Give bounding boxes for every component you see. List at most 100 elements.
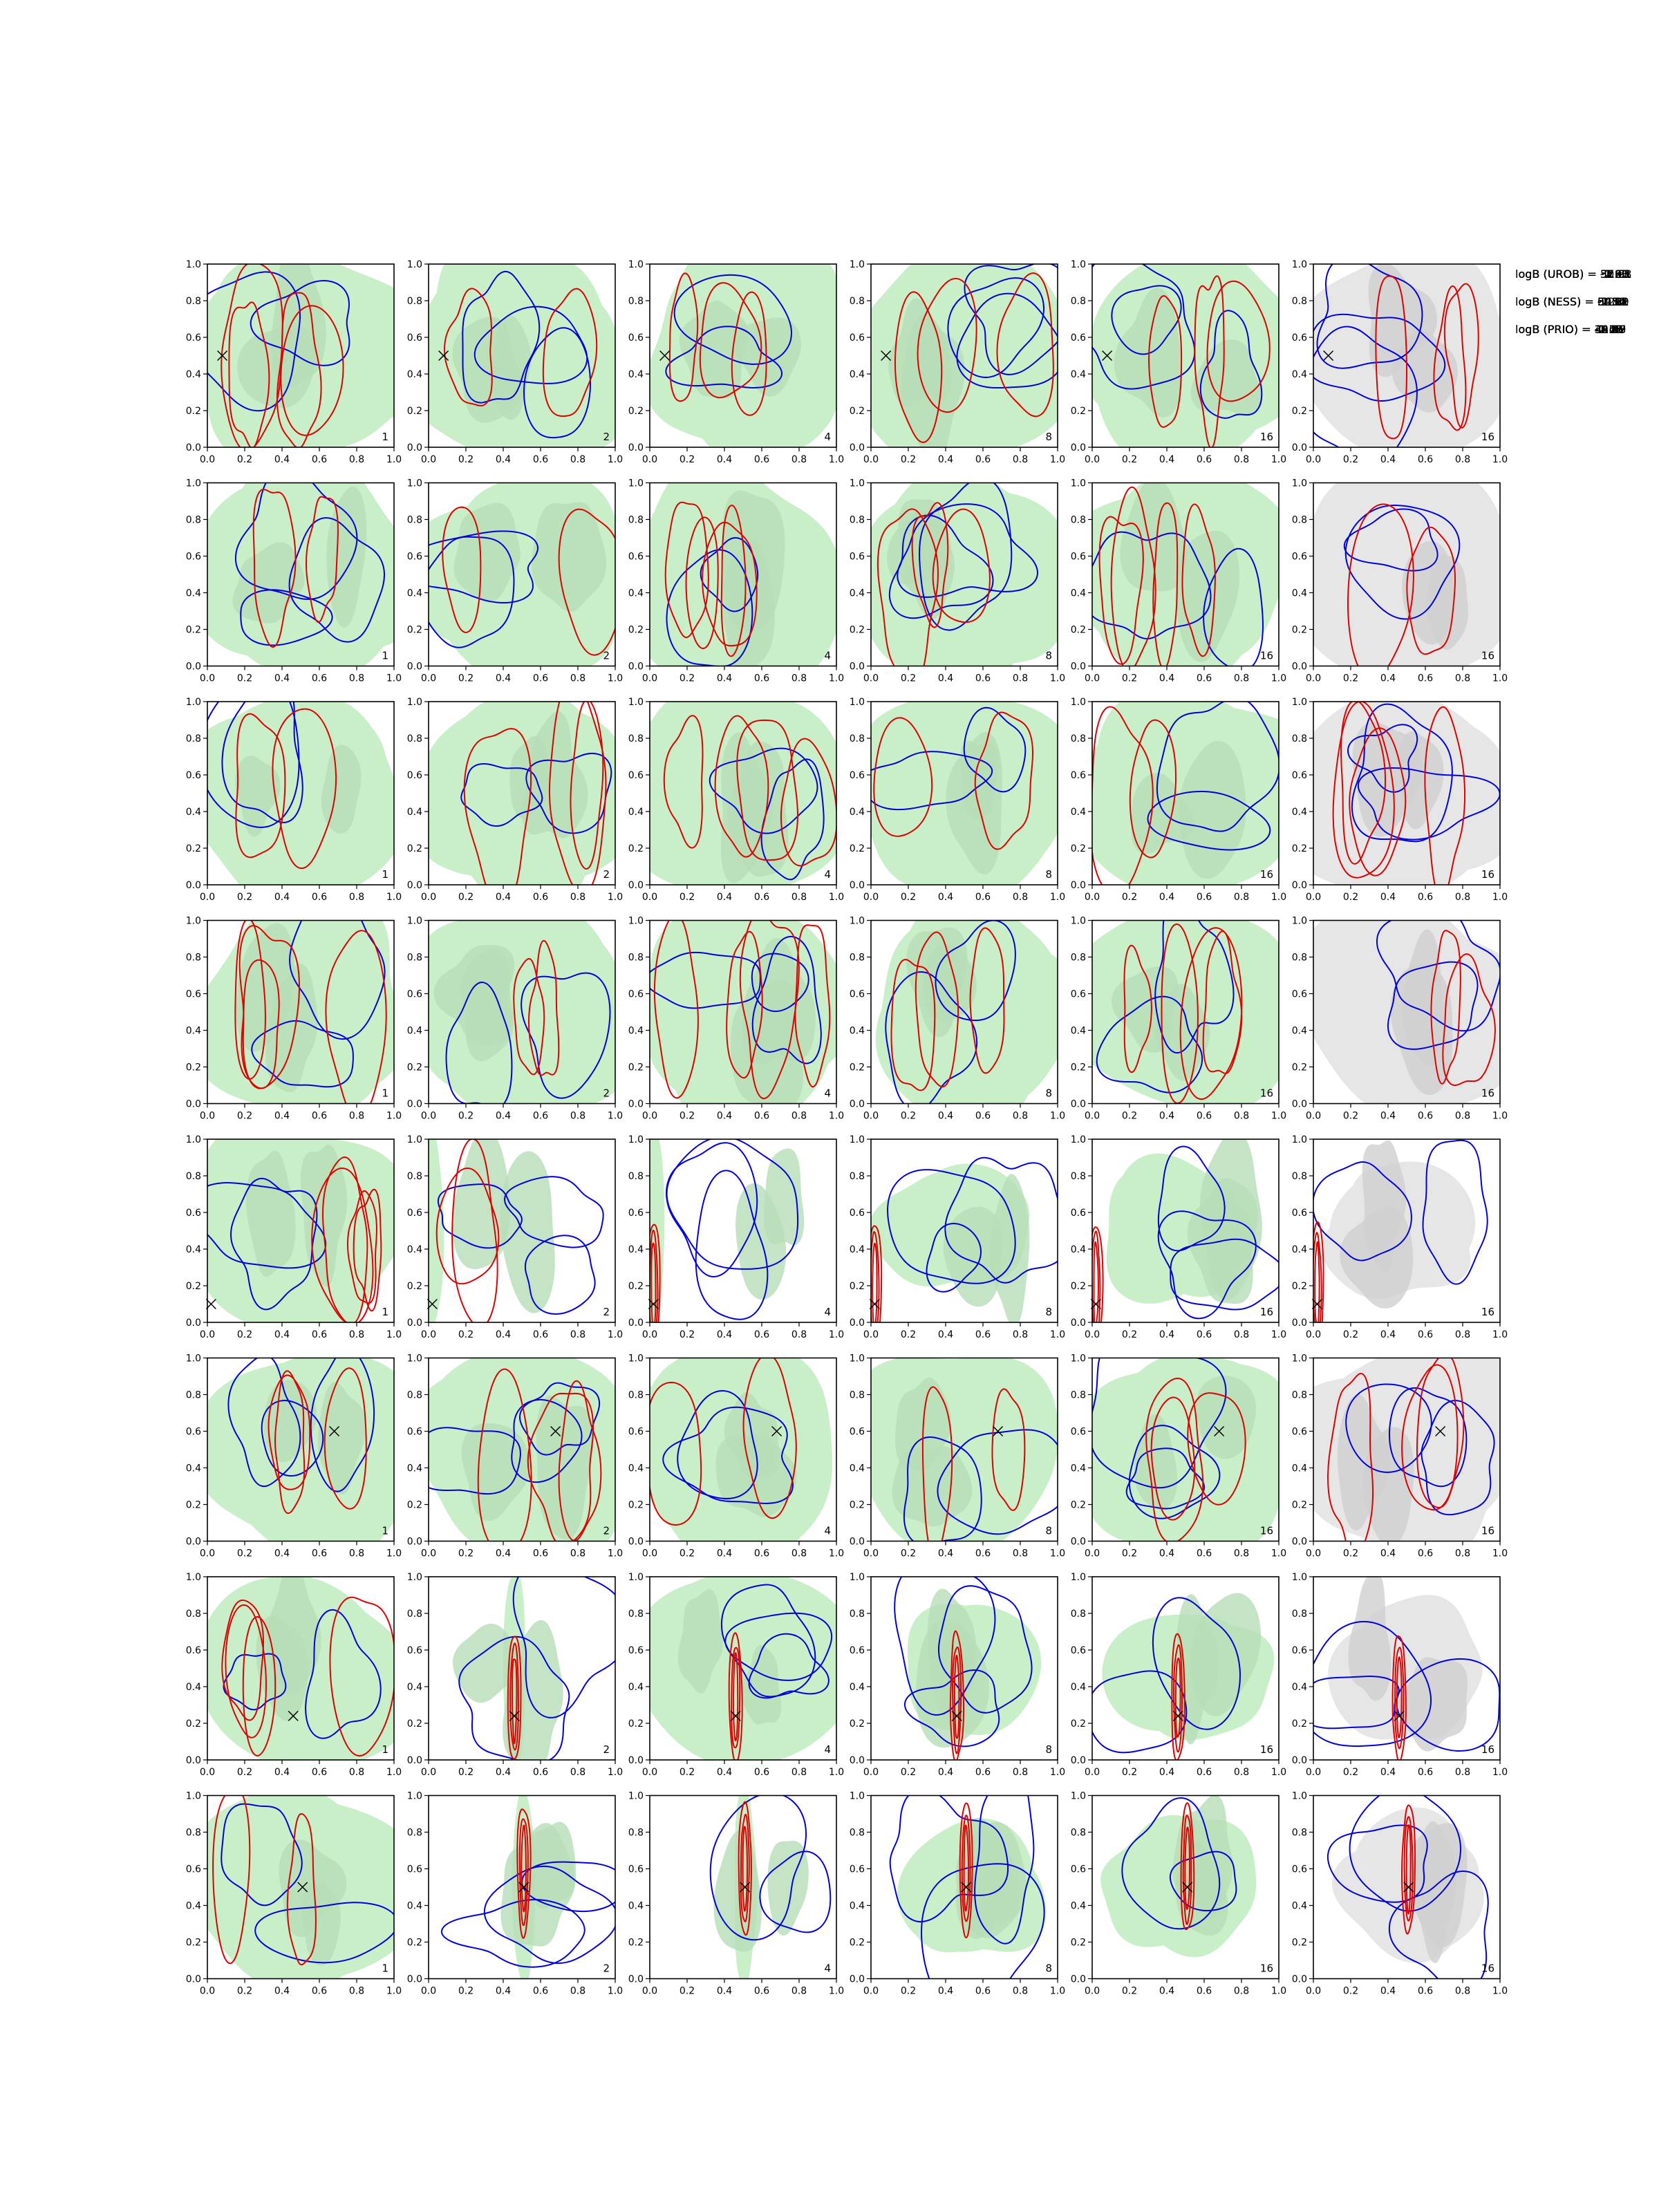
panel-frame: [870, 482, 1058, 667]
x-tick-label: 0.0: [1306, 1986, 1321, 1997]
y-tick-label: 0.6: [628, 332, 644, 344]
y-tick-label: 0.2: [186, 1062, 201, 1074]
y-tick-label: 0.0: [407, 662, 422, 673]
blue-contour: [289, 920, 386, 1040]
y-tick-label: 0.6: [1292, 332, 1307, 344]
y-tick-label: 0.6: [850, 770, 865, 781]
x-tick-label: 0.4: [1159, 673, 1174, 684]
blue-contour: [666, 1139, 799, 1270]
true-value-marker: [297, 1882, 308, 1893]
x-tick-label: 0.2: [679, 1986, 695, 1997]
panel-count-label: 4: [824, 868, 831, 881]
y-tick-label: 0.6: [407, 1864, 422, 1875]
x-tick-label: 0.8: [1234, 673, 1249, 684]
red-contour: [1152, 502, 1179, 666]
density-fill: [207, 482, 394, 657]
red-contour: [1110, 486, 1156, 666]
blue-contour: [662, 1406, 794, 1504]
y-tick-label: 0.6: [628, 1645, 644, 1656]
red-contour: [1433, 285, 1467, 431]
y-tick-label: 0.2: [850, 1281, 865, 1292]
blue-contour: [885, 971, 978, 1104]
x-tick-label: 0.4: [717, 1111, 732, 1122]
x-tick-label: 0.0: [421, 673, 436, 684]
blue-contour: [250, 280, 350, 366]
red-contour: [1349, 727, 1407, 877]
panel-count-label: 8: [1045, 1087, 1052, 1100]
y-tick-label: 1.0: [1071, 916, 1086, 927]
y-tick-label: 0.4: [186, 1026, 201, 1037]
x-tick-label: 0.2: [1122, 1548, 1137, 1559]
red-contour: [1150, 1396, 1196, 1521]
panel-count-label: 2: [603, 1306, 610, 1318]
y-tick-label: 0.8: [407, 515, 422, 526]
panel-count-label: 8: [1045, 1525, 1052, 1537]
red-contour: [685, 516, 719, 650]
x-tick-label: 0.4: [717, 673, 732, 684]
y-tick-label: 0.0: [186, 1537, 201, 1548]
x-tick-label: 0.0: [421, 892, 436, 903]
x-tick-label: 0.4: [1159, 1767, 1174, 1778]
blue-contour: [440, 1899, 585, 1968]
y-tick-label: 0.2: [1292, 1281, 1307, 1292]
x-tick-label: 0.0: [1306, 1548, 1321, 1559]
red-contour: [1092, 1230, 1101, 1322]
x-tick-label: 0.6: [975, 1329, 991, 1340]
panel-frame: [1091, 482, 1280, 667]
y-tick-label: 0.2: [186, 1500, 201, 1511]
x-tick-label: 0.0: [200, 1548, 215, 1559]
y-tick-label: 1.0: [186, 1572, 201, 1583]
x-tick-label: 0.4: [496, 892, 511, 903]
blue-contour: [1313, 1161, 1412, 1262]
panel-count-label: 2: [603, 1525, 610, 1537]
y-tick-label: 0.2: [1071, 1281, 1086, 1292]
panel-count-label: 16: [1260, 1743, 1273, 1756]
x-tick-label: 1.0: [386, 1986, 402, 1997]
x-tick-label: 0.6: [312, 1986, 327, 1997]
x-tick-label: 0.0: [421, 454, 436, 465]
true-value-marker: [288, 1710, 299, 1721]
red-contour: [733, 1652, 739, 1742]
x-tick-label: 0.4: [1159, 1986, 1174, 1997]
red-contour: [516, 1808, 532, 1939]
x-tick-label: 0.2: [237, 1767, 252, 1778]
x-tick-label: 0.8: [1013, 1986, 1028, 1997]
blue-contour: [666, 1142, 758, 1277]
x-tick-label: 0.0: [863, 454, 879, 465]
y-tick-label: 0.8: [1071, 1828, 1086, 1839]
red-contour: [1194, 275, 1225, 447]
blue-contour: [1152, 1597, 1241, 1730]
panel-count-label: 4: [824, 431, 831, 443]
x-tick-label: 0.0: [421, 1767, 436, 1778]
true-value-marker: [427, 1298, 438, 1310]
y-tick-label: 0.4: [850, 1901, 865, 1912]
y-tick-label: 0.8: [407, 1390, 422, 1401]
panel-r8-c5: 0.0 0.2 0.4 0.6 0.8 1.0 0.0 0.2 0.4 0.6 0.8 1.0 16: [1071, 1791, 1286, 1997]
y-tick-label: 0.4: [186, 1244, 201, 1255]
panel-count-label: 16: [1481, 1743, 1494, 1756]
blue-contour: [1351, 703, 1453, 843]
density-fill-core: [1114, 288, 1183, 418]
y-tick-label: 0.6: [850, 1427, 865, 1438]
y-tick-label: 0.2: [1292, 625, 1307, 636]
true-value-marker: [869, 1298, 880, 1310]
blue-contour: [724, 1612, 833, 1681]
y-tick-label: 0.8: [1071, 1390, 1086, 1401]
panel-frame: [428, 919, 616, 1105]
y-tick-label: 0.0: [407, 880, 422, 891]
density-fill-core: [236, 923, 295, 1052]
y-tick-label: 0.2: [850, 843, 865, 854]
red-contour: [650, 1224, 661, 1322]
logB-annotation: logB (NESS) = -1.54: [1515, 295, 1626, 308]
x-tick-label: 0.6: [1197, 1986, 1212, 1997]
logB-annotation: logB (UROB) = -1.81: [1515, 268, 1629, 281]
x-tick-label: 1.0: [608, 892, 623, 903]
y-tick-label: 0.4: [407, 1901, 422, 1912]
y-tick-label: 1.0: [1292, 916, 1307, 927]
panel-frame: [428, 1576, 616, 1761]
x-tick-label: 0.2: [1343, 1767, 1358, 1778]
y-tick-label: 1.0: [850, 1572, 865, 1583]
blue-contour: [221, 1803, 303, 1906]
y-tick-label: 0.6: [407, 1427, 422, 1438]
y-tick-label: 0.0: [186, 1318, 201, 1329]
